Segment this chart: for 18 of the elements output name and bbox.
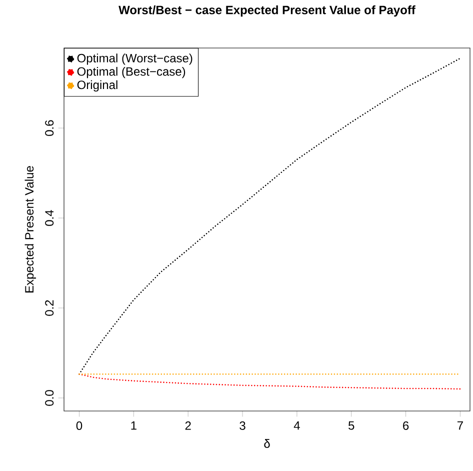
y-tick-label: 0.4 [45, 210, 54, 226]
y-axis-title: Expected Present Value [24, 166, 36, 292]
x-tick-label: 6 [403, 421, 409, 430]
x-tick-label: 5 [348, 421, 354, 430]
x-tick-label: 0 [76, 421, 82, 430]
x-tick-label: 1 [131, 421, 136, 430]
x-tick-label: 7 [457, 421, 463, 430]
y-tick-label: 0.0 [45, 390, 54, 406]
x-axis-title: δ [264, 439, 270, 448]
y-tick-label: 0.6 [45, 120, 54, 136]
y-tick-label: 0.2 [45, 300, 54, 316]
x-tick-label: 4 [294, 421, 300, 430]
legend-label: Original [77, 80, 118, 92]
chart-title: Worst/Best − case Expected Present Value of Payoff [118, 5, 416, 17]
legend-label: Optimal (Worst−case) [77, 54, 192, 65]
legend-label: Optimal (Best−case) [77, 66, 186, 78]
x-tick-label: 3 [240, 421, 246, 430]
x-tick-label: 2 [185, 421, 191, 430]
